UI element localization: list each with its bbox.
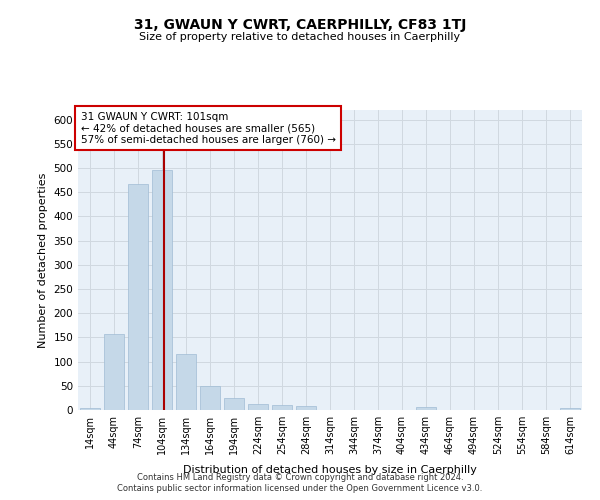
Bar — [272, 405, 292, 410]
Bar — [152, 170, 172, 410]
Text: Size of property relative to detached houses in Caerphilly: Size of property relative to detached ho… — [139, 32, 461, 42]
Bar — [560, 408, 580, 410]
Bar — [128, 184, 148, 410]
Bar — [80, 408, 100, 410]
Bar — [296, 406, 316, 410]
Bar — [176, 354, 196, 410]
Text: Contains public sector information licensed under the Open Government Licence v3: Contains public sector information licen… — [118, 484, 482, 493]
Text: Contains HM Land Registry data © Crown copyright and database right 2024.: Contains HM Land Registry data © Crown c… — [137, 472, 463, 482]
Text: 31, GWAUN Y CWRT, CAERPHILLY, CF83 1TJ: 31, GWAUN Y CWRT, CAERPHILLY, CF83 1TJ — [134, 18, 466, 32]
Bar — [416, 407, 436, 410]
Y-axis label: Number of detached properties: Number of detached properties — [38, 172, 48, 348]
X-axis label: Distribution of detached houses by size in Caerphilly: Distribution of detached houses by size … — [183, 466, 477, 475]
Bar — [104, 334, 124, 410]
Bar — [224, 398, 244, 410]
Bar — [200, 386, 220, 410]
Bar — [248, 404, 268, 410]
Text: 31 GWAUN Y CWRT: 101sqm
← 42% of detached houses are smaller (565)
57% of semi-d: 31 GWAUN Y CWRT: 101sqm ← 42% of detache… — [80, 112, 335, 144]
